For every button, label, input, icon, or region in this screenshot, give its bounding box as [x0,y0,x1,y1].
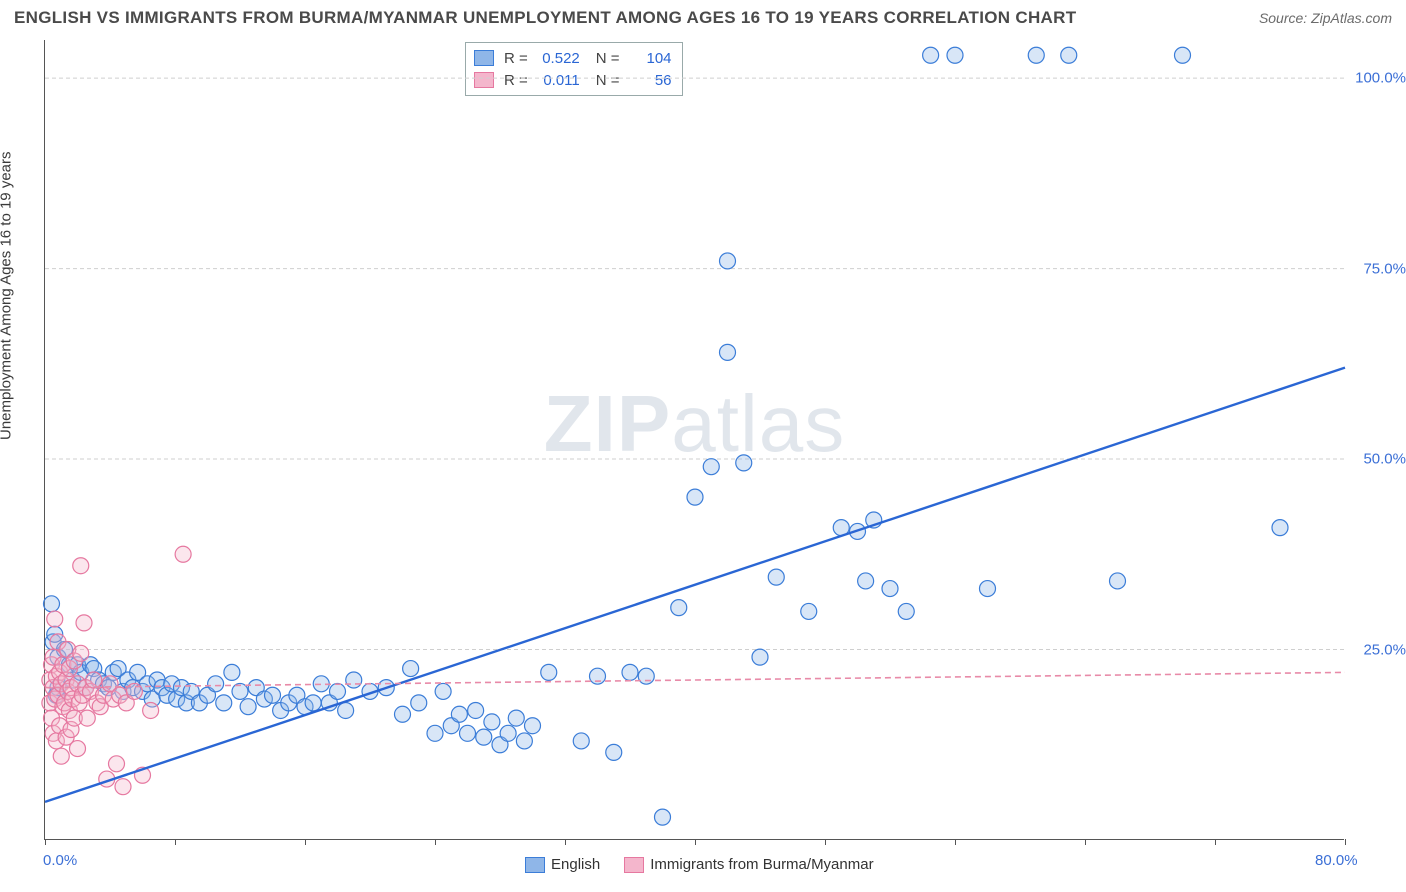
data-point [801,603,817,619]
x-tick [1085,839,1086,845]
legend-item: English [525,856,600,873]
legend-bottom: English Immigrants from Burma/Myanmar [525,856,874,873]
data-point [143,702,159,718]
x-tick-label: 80.0% [1315,852,1358,869]
data-point [703,459,719,475]
x-tick [1215,839,1216,845]
x-tick [565,839,566,845]
data-point [175,546,191,562]
legend-item: Immigrants from Burma/Myanmar [624,856,873,873]
chart-title: ENGLISH VS IMMIGRANTS FROM BURMA/MYANMAR… [14,8,1076,28]
data-point [882,581,898,597]
data-point [541,664,557,680]
data-point [525,718,541,734]
data-point [573,733,589,749]
data-point [508,710,524,726]
x-tick-label: 0.0% [43,852,77,869]
x-tick [695,839,696,845]
x-tick [435,839,436,845]
data-point [224,664,240,680]
data-point [115,779,131,795]
data-point [476,729,492,745]
data-point [1110,573,1126,589]
x-tick [175,839,176,845]
data-point [768,569,784,585]
data-point [73,558,89,574]
data-point [671,600,687,616]
data-point [720,344,736,360]
source-label: Source: [1259,10,1307,26]
data-point [606,744,622,760]
data-point [346,672,362,688]
y-axis-label: Unemployment Among Ages 16 to 19 years [0,151,15,440]
x-tick [45,839,46,845]
data-point [86,672,102,688]
data-point [240,699,256,715]
legend-swatch [525,857,545,873]
data-point [468,702,484,718]
legend-swatch [624,857,644,873]
data-point [47,611,63,627]
x-tick [1345,839,1346,845]
data-point [76,615,92,631]
data-point [858,573,874,589]
legend-label: Immigrants from Burma/Myanmar [650,856,873,873]
data-point [638,668,654,684]
source-attribution: Source: ZipAtlas.com [1259,10,1392,26]
data-point [947,47,963,63]
data-point [1061,47,1077,63]
data-point [330,683,346,699]
data-point [1175,47,1191,63]
data-point [411,695,427,711]
trend-line [45,368,1345,802]
data-point [980,581,996,597]
legend-label: English [551,856,600,873]
data-point [435,683,451,699]
data-point [427,725,443,741]
data-point [338,702,354,718]
data-point [73,645,89,661]
data-point [923,47,939,63]
chart-svg [45,40,1344,839]
data-point [305,695,321,711]
data-point [403,661,419,677]
y-tick-label: 25.0% [1363,641,1406,658]
data-point [53,748,69,764]
data-point [1028,47,1044,63]
data-point [451,706,467,722]
x-tick [305,839,306,845]
x-tick [825,839,826,845]
source-value: ZipAtlas.com [1311,10,1392,26]
data-point [460,725,476,741]
data-point [44,596,60,612]
y-tick-label: 75.0% [1363,260,1406,277]
data-point [79,710,95,726]
data-point [622,664,638,680]
data-point [516,733,532,749]
data-point [70,741,86,757]
y-tick-label: 100.0% [1355,70,1406,87]
x-tick [955,839,956,845]
data-point [898,603,914,619]
data-point [265,687,281,703]
plot-area: ZIPatlas R =0.522N =104R =0.011N =56 Eng… [44,40,1344,840]
data-point [752,649,768,665]
data-point [1272,520,1288,536]
data-point [484,714,500,730]
data-point [208,676,224,692]
data-point [687,489,703,505]
data-point [720,253,736,269]
data-point [395,706,411,722]
data-point [216,695,232,711]
data-point [655,809,671,825]
data-point [500,725,516,741]
y-tick-label: 50.0% [1363,451,1406,468]
data-point [736,455,752,471]
data-point [109,756,125,772]
